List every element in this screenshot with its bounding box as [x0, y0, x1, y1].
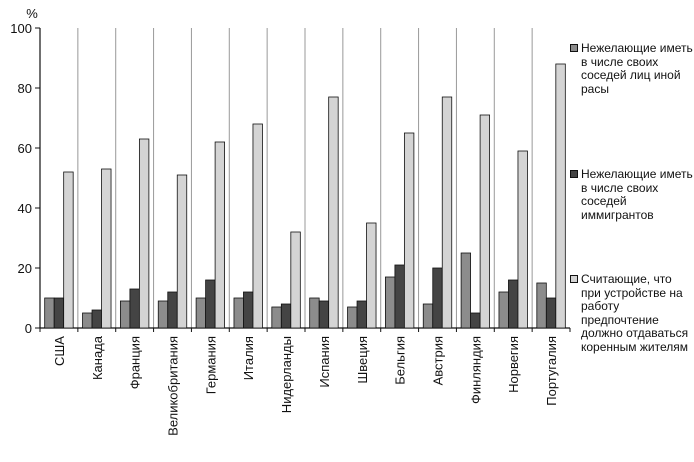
category-label: Бельгия	[393, 336, 408, 385]
legend-label-race: Нежелающие иметь в числе своих соседей л…	[581, 41, 693, 96]
category-label: Норвегия	[506, 336, 521, 393]
legend-swatch-immigrants	[570, 170, 578, 178]
bar	[243, 291, 254, 329]
bar	[366, 222, 377, 329]
bar	[403, 132, 415, 329]
category-label: США	[52, 336, 67, 366]
y-tick-label: 60	[18, 141, 32, 156]
y-tick-label: 40	[18, 201, 32, 216]
bar	[356, 300, 367, 329]
bar	[394, 264, 405, 329]
bar	[63, 171, 74, 329]
bar	[53, 297, 65, 329]
legend-swatch-race	[570, 44, 578, 52]
bar	[309, 297, 320, 329]
bar	[176, 174, 188, 329]
category-label: Финляндия	[468, 336, 483, 404]
bar	[545, 297, 557, 329]
bar	[498, 291, 509, 329]
bar	[129, 288, 140, 329]
bar	[508, 279, 519, 329]
bar	[470, 312, 481, 329]
category-label: Франция	[128, 336, 143, 389]
bar	[328, 96, 339, 329]
category-label: Швеция	[355, 336, 370, 384]
bar	[460, 252, 472, 329]
y-axis-unit: %	[26, 6, 38, 21]
bar	[91, 309, 102, 329]
legend-label-immigrants: Нежелающие иметь в числе своих соседей и…	[581, 167, 693, 222]
bar	[101, 168, 112, 329]
category-label: Канада	[90, 335, 105, 380]
bar	[318, 300, 330, 329]
bar	[252, 123, 263, 329]
bar	[119, 300, 131, 329]
bar	[432, 267, 443, 329]
bar	[517, 150, 528, 329]
bar	[347, 306, 358, 329]
bar	[555, 63, 566, 329]
legend-swatch-native	[570, 275, 578, 283]
bar	[536, 282, 547, 329]
bar	[82, 312, 93, 329]
category-label: Нидерланды	[279, 336, 294, 413]
bar	[214, 141, 226, 329]
bar	[441, 96, 453, 329]
y-tick-label: 100	[10, 21, 32, 36]
bar	[205, 279, 216, 329]
category-label: Великобритания	[166, 336, 181, 436]
bar	[233, 297, 244, 329]
bar	[384, 276, 396, 329]
category-label: Австрия	[431, 336, 446, 385]
bar	[271, 306, 282, 329]
category-label: Италия	[241, 336, 256, 380]
category-label: Испания	[317, 336, 332, 388]
bar	[195, 297, 207, 329]
bar	[479, 114, 491, 329]
bar	[44, 297, 55, 329]
bar	[157, 300, 169, 329]
bar	[290, 231, 301, 329]
bar	[167, 291, 178, 329]
y-tick-label: 20	[18, 261, 32, 276]
y-tick-label: 0	[25, 321, 32, 336]
category-label: Германия	[203, 336, 218, 394]
legend-label-native: Считающие, что при устройстве на работу …	[581, 272, 689, 354]
bar	[422, 303, 434, 329]
y-tick-label: 80	[18, 81, 32, 96]
bar	[138, 138, 150, 329]
category-label: Португалия	[544, 336, 559, 406]
bar	[280, 303, 292, 329]
